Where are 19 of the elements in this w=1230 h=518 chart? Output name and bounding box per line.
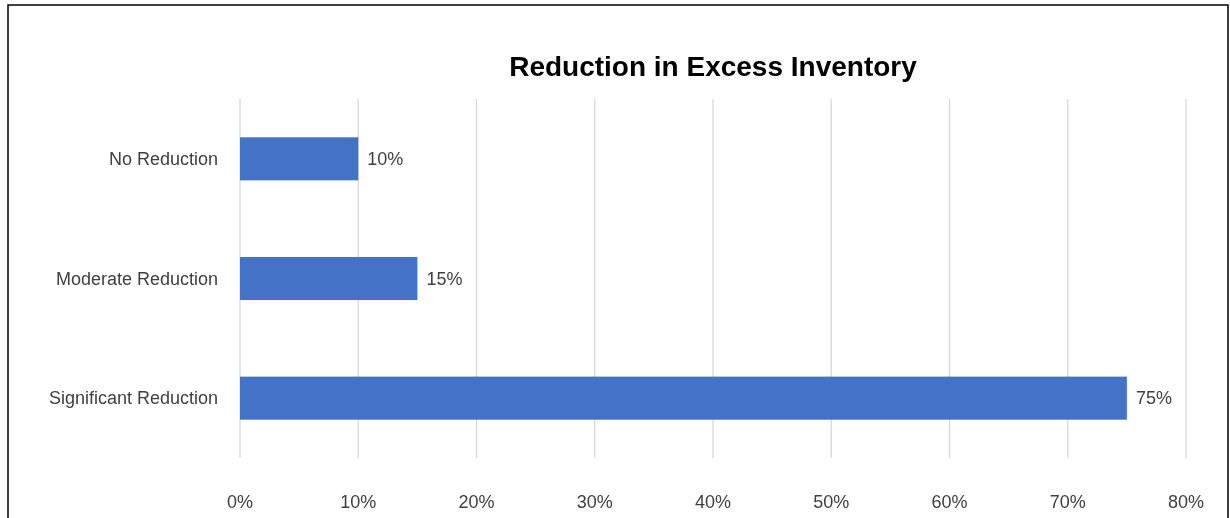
bar — [240, 137, 359, 181]
bar — [240, 256, 418, 301]
x-tick-label: 20% — [458, 492, 495, 512]
data-label: 10% — [367, 148, 404, 169]
x-tick-label: 60% — [931, 492, 968, 512]
y-tick-label: Significant Reduction — [48, 388, 218, 409]
x-tick-label: 50% — [813, 492, 850, 512]
chart-title: Reduction in Excess Inventory — [509, 51, 918, 82]
x-tick-label: 70% — [1049, 492, 1086, 512]
data-label: 75% — [1135, 388, 1172, 409]
x-tick-label: 30% — [576, 492, 613, 512]
x-tick-label: 80% — [1167, 492, 1205, 512]
x-tick-label: 10% — [340, 492, 377, 512]
y-tick-label: No Reduction — [108, 148, 218, 169]
x-tick-label: 40% — [694, 492, 732, 512]
bar — [240, 376, 1127, 420]
x-tick-label: 0% — [226, 492, 254, 512]
data-label: 15% — [426, 268, 463, 289]
y-tick-label: Moderate Reduction — [55, 268, 218, 289]
